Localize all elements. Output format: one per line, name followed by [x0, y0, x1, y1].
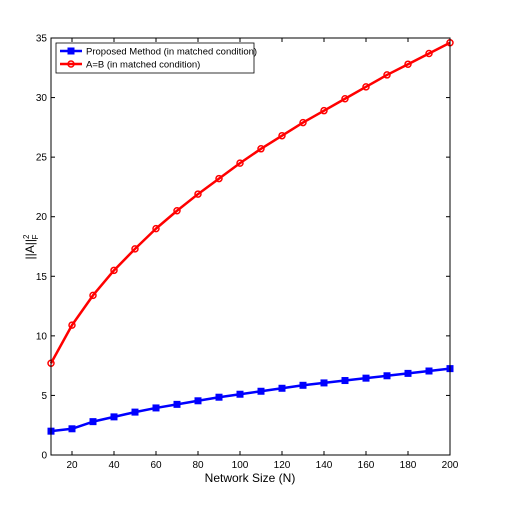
data-point-a-equals-b — [257, 145, 265, 153]
series-a-equals-b — [47, 39, 454, 368]
x-tick-label: 140 — [316, 460, 333, 471]
legend: Proposed Method (in matched condition) A… — [55, 42, 257, 74]
y-tick-label: 0 — [41, 451, 47, 462]
data-point-a-equals-b — [278, 131, 286, 140]
legend-label-proposed: Proposed Method (in matched condition) — [86, 47, 257, 58]
data-point-a-equals-b — [110, 266, 118, 275]
data-point-proposed — [110, 413, 118, 421]
y-tick-label: 35 — [36, 34, 48, 45]
x-axis-label: Network Size (N) — [205, 471, 296, 485]
data-point-proposed — [383, 372, 391, 380]
data-point-a-equals-b — [194, 190, 202, 198]
y-tick-label: 15 — [36, 272, 48, 283]
y-axis-label: ||A||2F — [22, 234, 40, 259]
legend-box — [55, 42, 255, 74]
plot-frame — [50, 37, 451, 456]
data-point-proposed — [152, 404, 160, 412]
y-axis-label-sup: 2 — [22, 234, 31, 239]
data-point-a-equals-b — [299, 118, 307, 127]
y-tick-label: 20 — [36, 212, 48, 223]
data-point-a-equals-b — [173, 207, 181, 215]
data-point-proposed — [425, 367, 433, 375]
x-tick-label: 80 — [192, 460, 204, 471]
data-point-proposed — [320, 379, 328, 387]
y-axis-label-sub: F — [31, 235, 40, 240]
legend-label-a-equals-b: A=B (in matched condition) — [86, 60, 200, 71]
series-proposed — [47, 365, 454, 435]
legend-marker-a-equals-b — [67, 60, 75, 68]
data-point-proposed — [68, 425, 76, 433]
data-point-proposed — [215, 393, 223, 401]
data-point-a-equals-b — [236, 159, 244, 167]
data-point-a-equals-b — [383, 71, 391, 79]
data-point-proposed — [194, 397, 202, 405]
data-point-a-equals-b — [320, 106, 328, 115]
y-tick-label: 10 — [36, 331, 48, 342]
data-point-a-equals-b — [89, 291, 97, 300]
y-axis-label-main: ||A|| — [23, 239, 37, 259]
data-point-proposed — [404, 369, 412, 377]
x-tick-label: 20 — [66, 460, 78, 471]
x-tick-label: 180 — [400, 460, 417, 471]
series-line-a-equals-b — [49, 41, 451, 364]
data-point-proposed — [362, 374, 370, 382]
data-point-a-equals-b — [152, 224, 160, 233]
data-point-proposed — [89, 418, 97, 426]
y-tick-label: 5 — [41, 391, 47, 402]
y-tick-label: 25 — [36, 153, 48, 164]
x-tick-label: 40 — [108, 460, 120, 471]
x-tick-label: 200 — [442, 460, 459, 471]
data-point-proposed — [173, 400, 181, 408]
data-point-proposed — [278, 384, 286, 392]
data-point-a-equals-b — [404, 60, 412, 68]
data-point-a-equals-b — [425, 49, 433, 58]
data-point-a-equals-b — [362, 83, 370, 91]
x-tick-label: 100 — [232, 460, 249, 471]
series-lines — [47, 39, 454, 435]
data-point-proposed — [299, 381, 307, 389]
data-point-a-equals-b — [131, 245, 139, 253]
data-point-proposed — [131, 408, 139, 416]
data-point-proposed — [257, 387, 265, 395]
data-point-proposed — [236, 390, 244, 398]
data-point-a-equals-b — [341, 95, 349, 103]
plot-area — [51, 38, 450, 455]
data-point-proposed — [341, 377, 349, 385]
x-tick-label: 60 — [150, 460, 162, 471]
legend-marker-proposed — [67, 47, 75, 55]
y-tick-label: 30 — [36, 93, 48, 104]
x-tick-label: 160 — [358, 460, 375, 471]
data-point-a-equals-b — [215, 174, 223, 183]
ticks: 20 40 60 80 100 120 140 160 180 200 0 5 10 15 20 25 30 35 — [36, 34, 459, 472]
data-point-a-equals-b — [68, 321, 76, 329]
x-tick-label: 120 — [274, 460, 291, 471]
